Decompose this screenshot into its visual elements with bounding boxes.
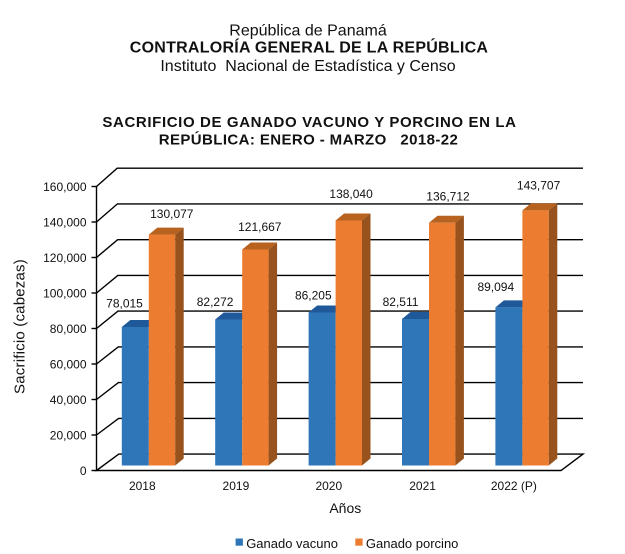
svg-text:82,511: 82,511	[383, 295, 419, 309]
svg-text:100,000: 100,000	[43, 286, 87, 300]
svg-text:143,707: 143,707	[517, 179, 561, 193]
svg-text:140,000: 140,000	[43, 215, 87, 229]
svg-text:República de Panamá: República de Panamá	[229, 23, 387, 40]
svg-text:2022 (P): 2022 (P)	[491, 479, 537, 493]
svg-text:121,667: 121,667	[238, 220, 282, 234]
svg-text:82,272: 82,272	[197, 295, 234, 309]
svg-text:CONTRALORÍA GENERAL DE LA REPÚ: CONTRALORÍA GENERAL DE LA REPÚBLICA	[130, 38, 489, 57]
svg-text:78,015: 78,015	[106, 296, 143, 310]
svg-text:Ganado vacuno: Ganado vacuno	[246, 536, 338, 551]
svg-text:2020: 2020	[315, 479, 342, 493]
svg-text:136,712: 136,712	[426, 189, 470, 203]
svg-text:SACRIFICIO DE GANADO VACUNO Y: SACRIFICIO DE GANADO VACUNO Y PORCINO EN…	[102, 114, 516, 131]
svg-text:80,000: 80,000	[50, 322, 87, 336]
svg-text:2021: 2021	[409, 479, 436, 493]
svg-text:40,000: 40,000	[50, 393, 87, 407]
svg-text:20,000: 20,000	[50, 428, 87, 442]
svg-text:60,000: 60,000	[50, 357, 87, 371]
svg-text:89,094: 89,094	[477, 280, 514, 294]
svg-text:Años: Años	[329, 500, 361, 516]
svg-text:2019: 2019	[223, 479, 250, 493]
svg-text:160,000: 160,000	[43, 180, 87, 194]
svg-text:120,000: 120,000	[43, 251, 87, 265]
svg-text:2018: 2018	[129, 479, 156, 493]
svg-text:138,040: 138,040	[329, 187, 373, 201]
svg-text:Ganado porcino: Ganado porcino	[366, 536, 459, 551]
svg-text:REPÚBLICA: ENERO - MARZO 201: REPÚBLICA: ENERO - MARZO 2018-22	[159, 131, 458, 149]
svg-text:Instituto Nacional de Estadís: Instituto Nacional de Estadística y Cens…	[160, 58, 455, 75]
svg-text:86,205: 86,205	[295, 289, 332, 303]
svg-text:Sacrificio (cabezas): Sacrificio (cabezas)	[12, 259, 29, 394]
svg-text:0: 0	[80, 464, 87, 478]
svg-text:130,077: 130,077	[150, 207, 194, 221]
